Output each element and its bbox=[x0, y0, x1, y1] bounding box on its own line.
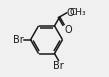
Text: O: O bbox=[67, 8, 74, 18]
Text: O: O bbox=[65, 25, 72, 35]
Text: Br: Br bbox=[13, 35, 24, 45]
Text: Br: Br bbox=[53, 61, 64, 71]
Text: CH₃: CH₃ bbox=[70, 8, 86, 17]
